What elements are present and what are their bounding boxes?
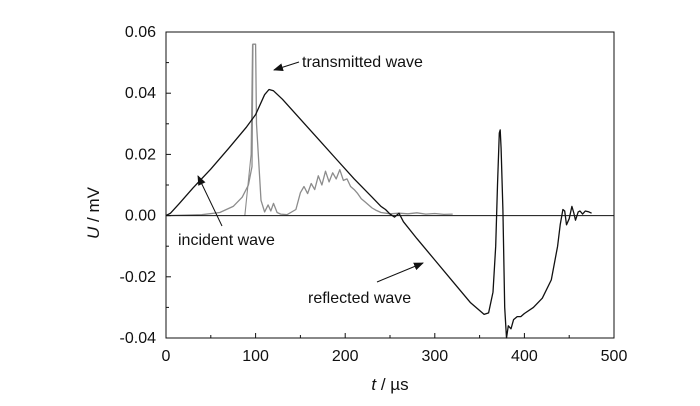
annotation-incident-wave: incident wave [178,232,275,249]
y-axis-variable: U [84,226,103,239]
transmitted-wave-rise-line [244,44,254,216]
y-tick-label: 0.00 [125,208,156,225]
x-tick-label: 500 [601,348,628,365]
transmitted-wave-line [165,43,453,217]
y-tick-label: -0.02 [120,269,157,286]
x-tick-label: 400 [511,348,538,365]
x-tick-label: 300 [421,348,448,365]
y-axis-label: U / mV [84,186,103,239]
y-tick-label: 0.06 [125,24,156,41]
y-tick-label: -0.04 [120,330,157,347]
x-tick-label: 100 [242,348,269,365]
y-tick-label: 0.04 [125,85,156,102]
arrow-incident-wave [197,175,223,227]
annotation-transmitted-wave: transmitted wave [302,54,423,71]
x-axis-label: t / µs [371,375,408,394]
arrow-transmitted-wave [273,61,300,72]
x-tick-label: 0 [162,348,171,365]
x-axis-unit: / µs [376,375,408,394]
annotation-reflected-wave: reflected wave [308,290,411,307]
y-tick-label: 0.02 [125,146,156,163]
arrow-reflected-wave [376,262,424,283]
ticks-layer: 0 100 200 300 400 500 0.06 0.04 0.02 0.00 -0.02 -0.… [120,24,628,365]
x-axis-variable: t [371,375,377,394]
y-axis-unit: / mV [84,186,103,226]
x-tick-label: 200 [332,348,359,365]
